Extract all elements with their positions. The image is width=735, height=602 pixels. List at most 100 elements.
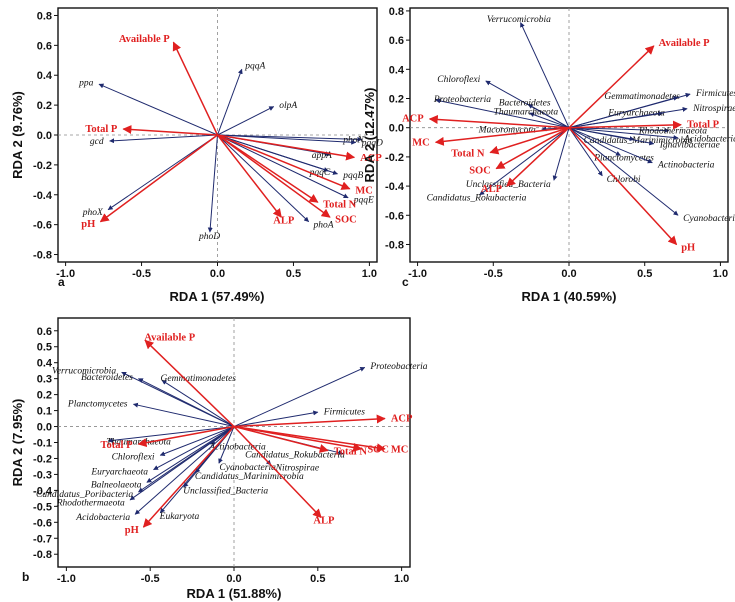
panel-a-bio-arrow-ppa	[98, 83, 218, 136]
panel-c-bio-label-actinobacteria: Actinobacteria	[657, 160, 715, 170]
panel-a-env-label-soc: SOC	[335, 215, 357, 226]
panel-b-bio-arrow-balneolaeota	[146, 426, 235, 483]
panel-c-ytick-label: -0.6	[385, 210, 404, 222]
panel-a-bio-label-pqqe: pqqE	[353, 195, 374, 205]
panel-c-xtick-label: 0.5	[637, 268, 652, 280]
panel-c: -1.0 -0.5 0.0 0.5 1.0 0.8 0.6 0.4 0.2 0.0 -0.2 -0.4…	[362, 6, 735, 304]
panel-c-bio-arrow-cyanobacteria	[568, 127, 679, 216]
panel-c-xlabel: RDA 1 (40.59%)	[522, 289, 617, 304]
panel-a-bio-label-pqqc: pqqC	[309, 168, 331, 178]
panel-a-bio-arrow-phoa	[217, 134, 310, 223]
panel-c-bio-label-planctomycetes: Planctomycetes	[593, 153, 654, 163]
panel-b-bio-label-bacteroidetes: Bacteroidetes	[81, 373, 133, 383]
panel-a-bio-label-pqqa: pqqA	[244, 62, 265, 72]
panel-a-env-arrow-available-p	[172, 41, 219, 136]
panel-c-env-arrow-soc	[495, 127, 570, 170]
panel-b-env-label-alp: ALP	[313, 515, 335, 526]
panel-c-env-label-total-p: Total P	[687, 120, 720, 131]
panel-a-ytick-label: -0.2	[33, 160, 52, 172]
panel-c-ytick-label: 0.4	[389, 64, 405, 76]
panel-a-ytick-label: -0.4	[33, 190, 53, 202]
panel-a-env-arrow-total-p	[122, 125, 218, 136]
panel-c-env-label-alp: ALP	[481, 184, 503, 195]
panel-a-ytick-label: -0.6	[33, 220, 52, 232]
panel-b-ytick-label: 0.5	[37, 342, 52, 354]
panel-b-bio-arrow-firmicutes	[233, 410, 319, 428]
panel-b-ytick-label: 0.0	[37, 422, 52, 434]
panel-a-env-arrow-acp	[217, 134, 356, 161]
panel-a-bio-arrow-phon	[217, 134, 363, 142]
panel-a-bio-label-phod: phoD	[198, 232, 220, 242]
panel-b-bio-arrow-euryarchaeota	[153, 426, 235, 471]
panel-c-env-label-acp: ACP	[402, 114, 424, 125]
panel-c-bio-arrow-unclassified-bacteria	[552, 127, 570, 181]
panel-a-ytick-label: 0.0	[37, 130, 52, 142]
panel-b-xtick-label: -0.5	[141, 573, 160, 585]
panel-b-ytick-label: -0.7	[33, 533, 52, 545]
panel-b-ytick-label: -0.2	[33, 453, 52, 465]
panel-c-bio-arrow-nitrospirae	[568, 106, 688, 129]
panel-c-xtick-label: -0.5	[484, 268, 503, 280]
panel-b-ytick-label: 0.3	[37, 374, 52, 386]
panel-b-env-label-mc: MC	[391, 444, 409, 455]
panel-b-xtick-label: 0.0	[226, 573, 241, 585]
panel-b-bio-label-balneolaeota: Balneolaeota	[91, 481, 142, 491]
panel-b-ytick-label: -0.4	[33, 485, 53, 497]
panel-c-bio-arrow-actinobacteria	[568, 127, 653, 164]
panel-c-ytick-label: -0.4	[385, 181, 405, 193]
panel-b-env-label-soc: SOC	[367, 445, 389, 456]
panel-b-ytick-label: -0.6	[33, 517, 52, 529]
panel-b-env-arrow-ph	[142, 426, 235, 528]
panel-c-bio-arrow-ignavibacteriae	[568, 127, 655, 146]
panel-a-env-arrow-ph	[99, 134, 218, 223]
panel-b-env-arrow-soc	[233, 425, 363, 452]
panel-c-env-label-soc: SOC	[469, 166, 491, 177]
panel-c-env-arrow-acp	[428, 114, 570, 129]
panel-b-xtick-label: -1.0	[57, 573, 76, 585]
panel-b-bio-label-planctomycetes: Planctomycetes	[67, 399, 128, 409]
panel-a-ytick-label: 0.2	[37, 100, 52, 112]
panel-a-xlabel: RDA 1 (57.49%)	[170, 289, 265, 304]
panel-b-env-label-available-p: Available P	[144, 333, 195, 344]
panel-c-bio-arrow-proteobacteria	[435, 98, 570, 129]
panel-a-env-label-ph: pH	[81, 219, 95, 230]
panel-b-bio-label-proteobacteria: Proteobacteria	[369, 362, 427, 372]
panel-b-ytick-label: -0.3	[33, 469, 52, 481]
panel-c-bio-label-verrucomicrobia: Verrucomicrobia	[487, 15, 551, 25]
panel-a-bio-arrow-pqqa	[217, 68, 243, 136]
panel-c-ylabel: RDA 2 (12.47%)	[362, 88, 377, 183]
panel-c-bio-label-ignavibacteriae: Ignavibacteriae	[659, 141, 720, 151]
panel-b-env-label-ph: pH	[125, 525, 139, 536]
panel-a-xtick-label: 1.0	[362, 268, 377, 280]
panel-a-bio-arrow-phox	[107, 134, 218, 211]
panel-c-bio-arrow-acidobacteria	[568, 127, 679, 140]
panel-c-env-label-available-p: Available P	[659, 38, 710, 49]
panel-a-env-arrow-mc	[217, 134, 351, 190]
panel-b-bio-label-acidobacteria: Acidobacteria	[75, 513, 130, 523]
panel-b-bio-arrow-rhodothermaeota	[129, 426, 235, 501]
panel-b-bio-label-nitrospirae: Nitrospirae	[275, 464, 319, 474]
panel-c-bio-label-mucoromycota: Mucoromycota	[478, 125, 536, 135]
panel-a-bio-label-ppa: ppa	[78, 79, 94, 89]
panel-c-bio-label-chloroflexi: Chloroflexi	[437, 74, 480, 85]
panel-b-bio-label-chloroflexi: Chloroflexi	[112, 452, 155, 463]
panel-c-bio-arrow-chlorobi	[568, 127, 603, 177]
panel-a-ytick-label: 0.6	[37, 40, 52, 52]
panel-b-ytick-label: 0.4	[37, 358, 53, 370]
panel-c-env-arrow-mc	[434, 126, 570, 146]
panel-b-bio-arrow-thaumarchaeota	[107, 426, 235, 443]
panel-a-bio-arrow-olpa	[217, 106, 275, 136]
panel-c-xtick-label: -1.0	[408, 268, 427, 280]
panel-b-env-label-total-p: Total P	[101, 440, 134, 451]
panel-a-env-arrow-total-n	[217, 134, 319, 203]
panel-c-bio-arrow-thaumarchaeota	[529, 112, 570, 129]
panel-a-bio-arrow-pqqb	[217, 134, 338, 175]
panel-a-xtick-label: -1.0	[56, 268, 75, 280]
panel-b-ytick-label: 0.6	[37, 326, 52, 338]
panel-a-ylabel: RDA 2 (9.76%)	[10, 91, 25, 179]
panel-c-xtick-label: 1.0	[713, 268, 728, 280]
panel-a-bio-label-gcd: gcd	[90, 137, 104, 147]
panel-b-env-arrow-alp	[233, 426, 322, 519]
panel-b-bio-label-firmicutes: Firmicutes	[323, 407, 365, 417]
panel-c-bio-label-nitrospirae: Nitrospirae	[692, 104, 735, 114]
